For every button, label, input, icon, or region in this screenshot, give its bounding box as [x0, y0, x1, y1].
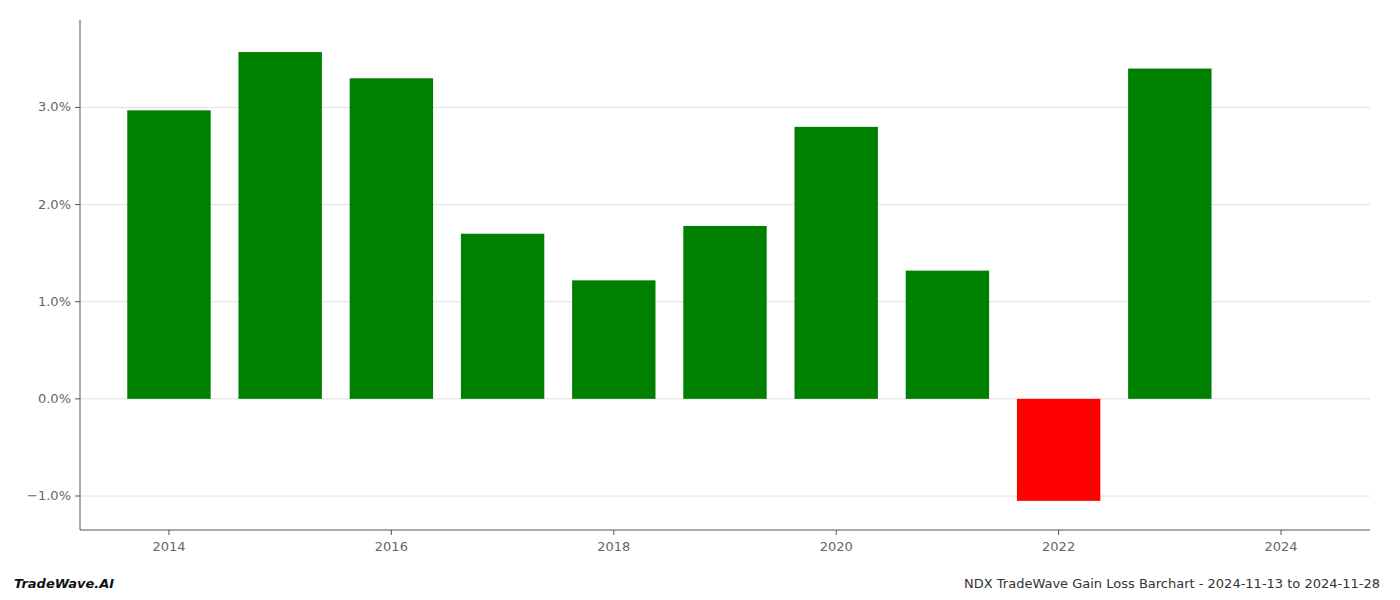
x-tick	[1058, 530, 1059, 535]
x-axis-line	[80, 530, 1370, 531]
bar	[795, 127, 878, 399]
y-tick-label: 1.0%	[38, 294, 71, 309]
bar	[127, 110, 210, 399]
title: NDX TradeWave Gain Loss Barchart - 2024-…	[964, 576, 1380, 591]
x-tick-label: 2022	[1042, 539, 1075, 554]
chart: −1.0% 0.0% 1.0% 2.0% 3.0% 2014 2016 2018 2020 202…	[0, 0, 1400, 600]
y-tick-label: 0.0%	[38, 391, 71, 406]
x-tick	[168, 530, 169, 535]
bar	[906, 271, 989, 399]
watermark: TradeWave.AI	[14, 576, 114, 591]
y-tick	[75, 301, 80, 302]
y-tick-label: 3.0%	[38, 99, 71, 114]
x-tick-label: 2014	[152, 539, 185, 554]
bar	[238, 52, 321, 399]
bar	[461, 234, 544, 399]
axes: −1.0% 0.0% 1.0% 2.0% 3.0% 2014 2016 2018 2020 202…	[27, 20, 1370, 554]
x-tick-label: 2016	[375, 539, 408, 554]
y-tick	[75, 398, 80, 399]
y-tick	[75, 496, 80, 497]
y-axis-line	[80, 20, 81, 530]
x-tick-label: 2024	[1264, 539, 1297, 554]
y-tick	[75, 107, 80, 108]
y-tick-label: 2.0%	[38, 197, 71, 212]
y-tick-label: −1.0%	[27, 488, 71, 503]
x-tick	[391, 530, 392, 535]
bar	[350, 78, 433, 399]
bar	[1128, 69, 1211, 399]
bars	[127, 52, 1211, 501]
bar	[572, 280, 655, 399]
grid-line	[80, 496, 1370, 497]
x-tick-label: 2018	[597, 539, 630, 554]
y-tick	[75, 204, 80, 205]
x-tick	[1281, 530, 1282, 535]
x-tick-label: 2020	[820, 539, 853, 554]
bar	[683, 226, 766, 399]
x-tick	[613, 530, 614, 535]
bar	[1017, 399, 1100, 501]
x-tick	[836, 530, 837, 535]
